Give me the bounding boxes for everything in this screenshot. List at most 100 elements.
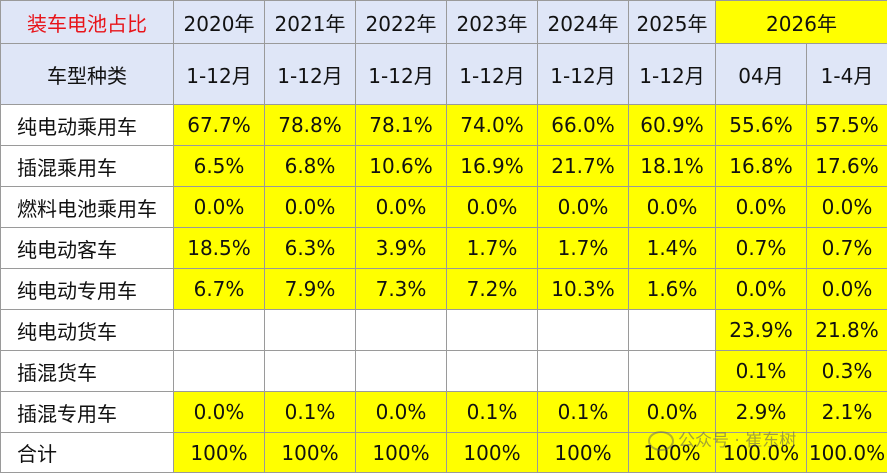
value-cell <box>173 350 265 392</box>
row-label: 插混专用车 <box>0 391 174 433</box>
value-cell: 0.1% <box>715 350 807 392</box>
value-cell: 100% <box>173 432 265 473</box>
value-cell: 0.0% <box>715 268 807 310</box>
value-cell: 2.1% <box>806 391 887 433</box>
value-cell: 55.6% <box>715 104 807 146</box>
period-header: 1-12月 <box>264 43 356 105</box>
value-cell: 21.8% <box>806 309 887 351</box>
value-cell: 7.3% <box>355 268 447 310</box>
row-label: 合计 <box>0 432 174 473</box>
value-cell <box>355 309 447 351</box>
value-cell: 0.0% <box>173 391 265 433</box>
value-cell: 2.9% <box>715 391 807 433</box>
period-header: 1-12月 <box>446 43 538 105</box>
value-cell: 60.9% <box>628 104 716 146</box>
value-cell: 7.2% <box>446 268 538 310</box>
value-cell: 10.3% <box>537 268 629 310</box>
value-cell: 21.7% <box>537 145 629 187</box>
value-cell: 6.5% <box>173 145 265 187</box>
value-cell: 7.9% <box>264 268 356 310</box>
table-row: 合计 100% 100% 100% 100% 100% 100% 100.0% 100.0% <box>0 432 887 473</box>
table-row: 插混乘用车 6.5% 6.8% 10.6% 16.9% 21.7% 18.1% 16.8% 17… <box>0 145 887 187</box>
value-cell: 78.8% <box>264 104 356 146</box>
value-cell: 6.3% <box>264 227 356 269</box>
year-2023: 2023年 <box>446 0 538 44</box>
value-cell <box>446 309 538 351</box>
year-2024: 2024年 <box>537 0 629 44</box>
value-cell: 1.7% <box>537 227 629 269</box>
value-cell: 18.1% <box>628 145 716 187</box>
table-row: 燃料电池乘用车 0.0% 0.0% 0.0% 0.0% 0.0% 0.0% 0.0% 0.0% <box>0 186 887 228</box>
period-header: 04月 <box>715 43 807 105</box>
year-2025: 2025年 <box>628 0 716 44</box>
value-cell: 0.7% <box>715 227 807 269</box>
value-cell: 0.0% <box>446 186 538 228</box>
value-cell: 0.0% <box>173 186 265 228</box>
value-cell <box>537 350 629 392</box>
value-cell: 0.0% <box>355 391 447 433</box>
year-2020: 2020年 <box>173 0 265 44</box>
value-cell: 0.1% <box>264 391 356 433</box>
value-cell: 0.0% <box>715 186 807 228</box>
value-cell: 57.5% <box>806 104 887 146</box>
row-label: 纯电动客车 <box>0 227 174 269</box>
table-row: 纯电动货车 23.9% 21.8% <box>0 309 887 351</box>
value-cell <box>537 309 629 351</box>
row-label: 插混货车 <box>0 350 174 392</box>
value-cell: 17.6% <box>806 145 887 187</box>
value-cell: 66.0% <box>537 104 629 146</box>
value-cell: 16.8% <box>715 145 807 187</box>
value-cell: 0.7% <box>806 227 887 269</box>
value-cell <box>628 309 716 351</box>
table-row: 纯电动专用车 6.7% 7.9% 7.3% 7.2% 10.3% 1.6% 0.0% 0.0% <box>0 268 887 310</box>
value-cell: 1.7% <box>446 227 538 269</box>
value-cell: 100% <box>264 432 356 473</box>
row-label: 纯电动货车 <box>0 309 174 351</box>
table-row: 纯电动客车 18.5% 6.3% 3.9% 1.7% 1.7% 1.4% 0.7% 0.7% <box>0 227 887 269</box>
value-cell: 67.7% <box>173 104 265 146</box>
table-row: 插混专用车 0.0% 0.1% 0.0% 0.1% 0.1% 0.0% 2.9% 2.1% <box>0 391 887 433</box>
year-2026: 2026年 <box>715 0 887 44</box>
row-label: 纯电动专用车 <box>0 268 174 310</box>
value-cell: 6.7% <box>173 268 265 310</box>
value-cell <box>173 309 265 351</box>
value-cell: 100.0% <box>806 432 887 473</box>
value-cell: 0.0% <box>628 391 716 433</box>
value-cell <box>264 309 356 351</box>
period-header: 1-12月 <box>355 43 447 105</box>
value-cell: 0.0% <box>806 186 887 228</box>
value-cell: 23.9% <box>715 309 807 351</box>
year-header-row: 装车电池占比 2020年 2021年 2022年 2023年 2024年 202… <box>0 0 887 44</box>
value-cell <box>355 350 447 392</box>
value-cell: 1.4% <box>628 227 716 269</box>
value-cell: 6.8% <box>264 145 356 187</box>
value-cell <box>446 350 538 392</box>
value-cell: 18.5% <box>173 227 265 269</box>
year-2022: 2022年 <box>355 0 447 44</box>
vehicle-type-header: 车型种类 <box>0 43 174 105</box>
value-cell <box>628 350 716 392</box>
value-cell: 0.0% <box>537 186 629 228</box>
value-cell: 100% <box>355 432 447 473</box>
row-label: 纯电动乘用车 <box>0 104 174 146</box>
value-cell: 0.0% <box>264 186 356 228</box>
year-2021: 2021年 <box>264 0 356 44</box>
value-cell: 3.9% <box>355 227 447 269</box>
value-cell: 74.0% <box>446 104 538 146</box>
row-label: 燃料电池乘用车 <box>0 186 174 228</box>
value-cell: 100% <box>628 432 716 473</box>
value-cell: 0.0% <box>628 186 716 228</box>
row-label: 插混乘用车 <box>0 145 174 187</box>
value-cell: 100% <box>446 432 538 473</box>
period-header: 1-12月 <box>628 43 716 105</box>
period-header-row: 车型种类 1-12月 1-12月 1-12月 1-12月 1-12月 1-12月… <box>0 43 887 105</box>
value-cell: 78.1% <box>355 104 447 146</box>
period-header: 1-12月 <box>537 43 629 105</box>
table-title: 装车电池占比 <box>0 0 174 44</box>
value-cell: 0.3% <box>806 350 887 392</box>
value-cell: 10.6% <box>355 145 447 187</box>
value-cell: 100% <box>537 432 629 473</box>
table-row: 纯电动乘用车 67.7% 78.8% 78.1% 74.0% 66.0% 60.9% 55.6… <box>0 104 887 146</box>
value-cell: 1.6% <box>628 268 716 310</box>
